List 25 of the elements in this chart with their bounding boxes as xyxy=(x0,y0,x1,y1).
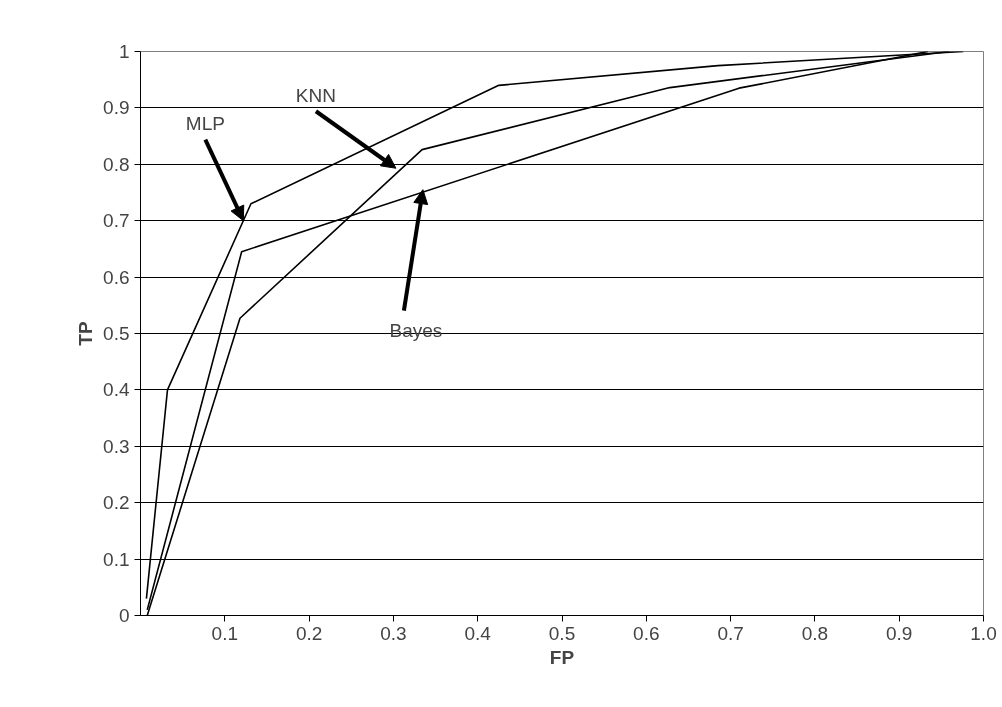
x-tick-label: 0.2 xyxy=(295,622,323,644)
y-axis-title: TP xyxy=(75,321,97,346)
y-tick-label: 0.7 xyxy=(103,210,130,232)
x-tick-label: 0.6 xyxy=(633,622,660,644)
y-tick-label: 0 xyxy=(118,605,130,626)
x-tick-label: 0.3 xyxy=(380,622,407,644)
x-axis-title: FP xyxy=(549,646,575,668)
x-tick-label: 0.1 xyxy=(211,622,239,644)
y-tick-label: 0.6 xyxy=(103,266,130,288)
y-tick-label: 0.3 xyxy=(103,435,130,457)
y-tick-label: 0.5 xyxy=(103,323,130,344)
annotation: KNN xyxy=(295,84,336,106)
y-tick-label: 0.8 xyxy=(103,153,130,175)
annotation: MLP xyxy=(185,113,225,135)
y-tick-label: 0.2 xyxy=(103,492,130,514)
x-tick-label: 0.8 xyxy=(801,622,829,644)
x-tick-label: 1.0 xyxy=(970,622,997,644)
y-tick-label: 0.9 xyxy=(103,97,130,119)
y-tick-label: 0.1 xyxy=(103,548,130,570)
x-tick-label: 0.7 xyxy=(717,622,744,644)
y-tick-label: 0.4 xyxy=(103,379,130,401)
y-tick-label: 1 xyxy=(118,41,130,62)
x-tick-label: 0.9 xyxy=(885,622,913,644)
x-tick-label: 0.5 xyxy=(548,622,576,644)
x-tick-label: 0.4 xyxy=(464,622,492,644)
